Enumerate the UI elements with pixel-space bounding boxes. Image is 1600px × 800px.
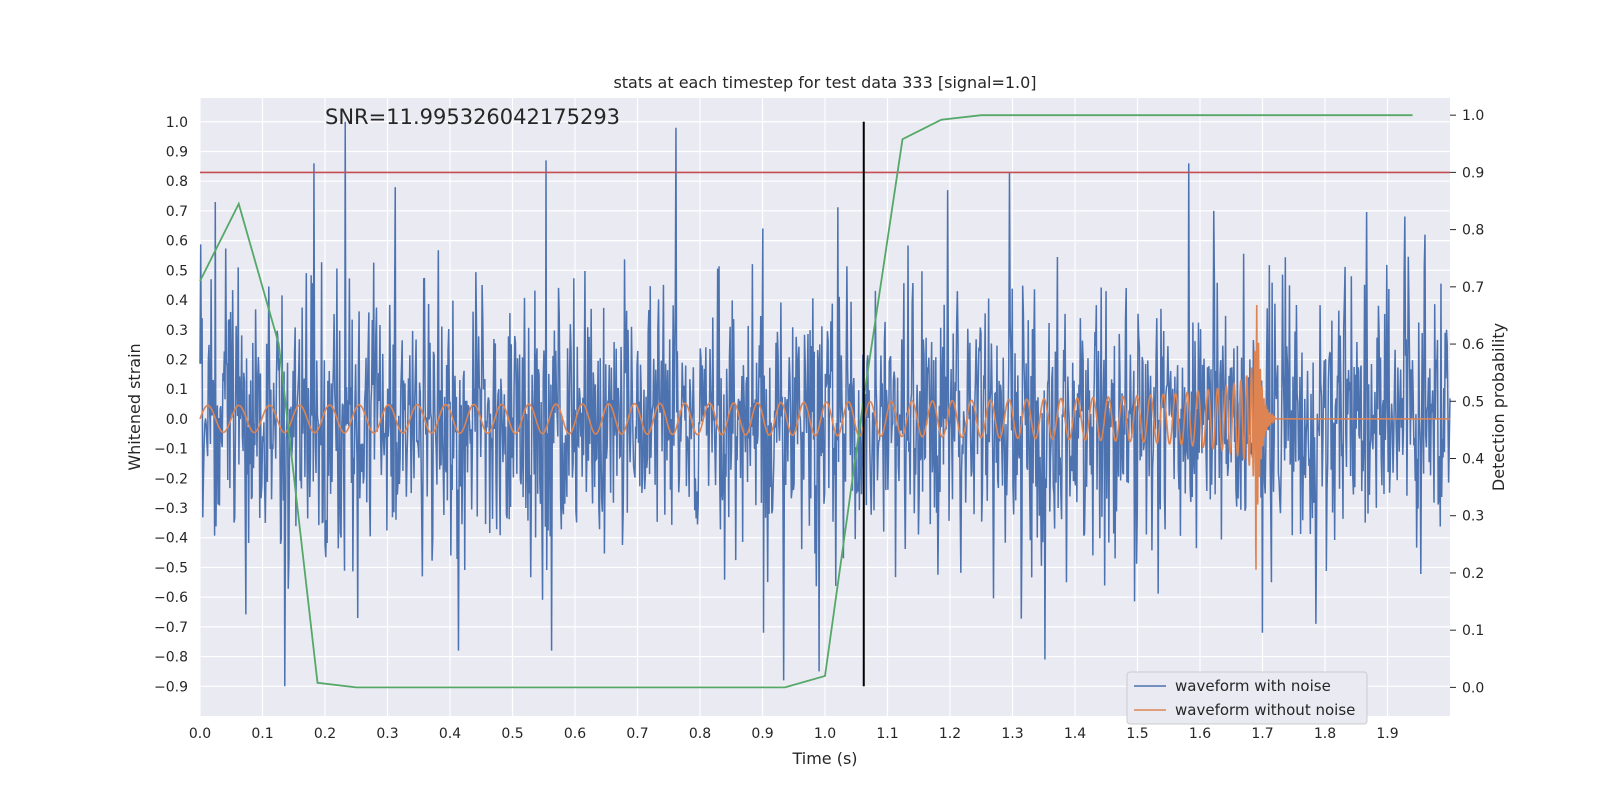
y-tick-label: −0.5 (154, 560, 188, 576)
series-layer (199, 114, 1451, 689)
y-tick-label: 0.2 (166, 352, 188, 368)
y2-tick-label: 0.6 (1462, 337, 1484, 353)
y-axis-label: Whitened strain (125, 343, 144, 470)
legend-box (1126, 671, 1368, 725)
x-tick-label: 1.4 (1064, 726, 1086, 742)
series-detection-probability (199, 114, 1413, 689)
x-tick-label: 0.6 (564, 726, 586, 742)
y-tick-label: 0.8 (166, 174, 188, 190)
snr-annotation: SNR=11.995326042175293 (325, 105, 620, 129)
y2-tick-label: 0.0 (1462, 680, 1484, 696)
x-tick-label: 0.8 (689, 726, 711, 742)
x-tick-label: 0.2 (314, 726, 336, 742)
y-tick-label: −0.3 (154, 501, 188, 517)
series-waveform-without-noise (199, 304, 1450, 570)
y-tick-label: 0.1 (166, 382, 188, 398)
y-tick-label: 0.6 (166, 234, 188, 250)
x-tick-label: 0.7 (626, 726, 648, 742)
x-tick-label: 1.1 (876, 726, 898, 742)
x-axis-label: Time (s) (791, 749, 857, 768)
x-tick-label: 1.3 (1001, 726, 1023, 742)
y2-tick-label: 0.1 (1462, 623, 1484, 639)
y-tick-label: −0.6 (154, 590, 188, 606)
y-tick-label: 0.5 (166, 263, 188, 279)
y-tick-label: 0.4 (166, 293, 188, 309)
x-tick-label: 0.1 (251, 726, 273, 742)
y-tick-label: 0.9 (166, 144, 188, 160)
y2-tick-label: 1.0 (1462, 108, 1484, 124)
y-tick-label: −0.8 (154, 650, 188, 666)
x-tick-label: 1.5 (1126, 726, 1148, 742)
x-tick-label: 1.6 (1189, 726, 1211, 742)
y-tick-label: −0.7 (154, 620, 188, 636)
y2-tick-label: 0.5 (1462, 394, 1484, 410)
y-tick-label: −0.2 (154, 471, 188, 487)
x-tick-label: 1.2 (939, 726, 961, 742)
y-tick-label: 0.0 (166, 412, 188, 428)
x-tick-label: 1.7 (1251, 726, 1273, 742)
y2-tick-label: 0.9 (1462, 165, 1484, 181)
series-waveform-with-noise (199, 121, 1451, 687)
y2-tick-label: 0.8 (1462, 223, 1484, 239)
x-tick-label: 1.0 (814, 726, 836, 742)
x-tick-label: 1.8 (1314, 726, 1336, 742)
y2-tick-label: 0.4 (1462, 452, 1484, 468)
x-tick-label: 1.9 (1376, 726, 1398, 742)
x-tick-label: 0.3 (376, 726, 398, 742)
y2-axis-label: Detection probability (1489, 323, 1508, 491)
y-tick-label: −0.9 (154, 679, 188, 695)
y2-tick-label: 0.7 (1462, 280, 1484, 296)
x-tick-label: 0.4 (439, 726, 461, 742)
legend-label-clean: waveform without noise (1175, 701, 1355, 719)
y-tick-label: −0.1 (154, 442, 188, 458)
y-tick-label: 0.3 (166, 323, 188, 339)
chart-title: stats at each timestep for test data 333… (613, 73, 1036, 92)
y2-tick-label: 0.3 (1462, 509, 1484, 525)
y-tick-label: 1.0 (166, 115, 188, 131)
legend-label-noise: waveform with noise (1175, 677, 1331, 695)
y2-tick-label: 0.2 (1462, 566, 1484, 582)
y-tick-label: 0.7 (166, 204, 188, 220)
y-tick-label: −0.4 (154, 531, 188, 547)
legend: waveform with noise waveform without noi… (1126, 671, 1368, 725)
x-tick-label: 0.0 (189, 726, 211, 742)
ticks-layer: 0.0 0.1 0.2 0.3 0.4 0.5 0.6 0.7 0.8 0.9 1.0 1.1 1.2 1… (154, 108, 1484, 742)
x-tick-label: 0.5 (501, 726, 523, 742)
x-tick-label: 0.9 (751, 726, 773, 742)
